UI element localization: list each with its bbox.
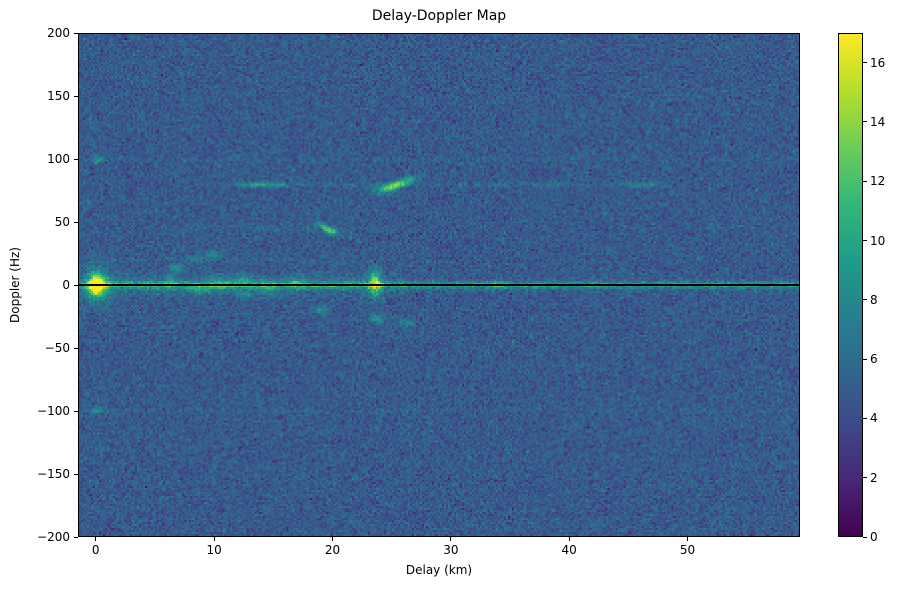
y-axis-label-wrap: Doppler (Hz) xyxy=(0,33,30,537)
y-tick-label: −200 xyxy=(37,530,70,544)
x-tick-label: 50 xyxy=(679,543,696,557)
colorbar-tick-mark xyxy=(863,536,867,538)
y-tick-mark xyxy=(74,158,78,160)
y-axis-label: Doppler (Hz) xyxy=(8,247,22,323)
colorbar-tick-mark xyxy=(863,477,867,479)
y-tick-label: −50 xyxy=(44,341,70,355)
y-tick-mark xyxy=(74,473,78,475)
x-tick-mark xyxy=(95,537,97,541)
colorbar-tick-mark xyxy=(863,417,867,419)
colorbar-tick-label: 6 xyxy=(870,352,878,367)
y-tick-label: 200 xyxy=(47,26,70,40)
y-tick-label: 0 xyxy=(62,278,70,292)
x-tick-mark xyxy=(331,537,333,541)
colorbar-tick-mark xyxy=(863,121,867,123)
x-axis-label: Delay (km) xyxy=(405,563,473,577)
x-tick-mark xyxy=(687,537,689,541)
y-tick-mark xyxy=(74,410,78,412)
colorbar-tick-label: 16 xyxy=(870,55,886,70)
x-tick-label: 20 xyxy=(324,543,341,557)
y-tick-mark xyxy=(74,32,78,34)
x-tick-label: 40 xyxy=(561,543,577,557)
colorbar-tick-label: 8 xyxy=(870,292,878,307)
y-tick-mark xyxy=(74,95,78,97)
x-tick-mark xyxy=(568,537,570,541)
chart-title: Delay-Doppler Map xyxy=(371,8,507,24)
colorbar-tick-mark xyxy=(863,358,867,360)
colorbar-tick-label: 14 xyxy=(870,114,886,129)
colorbar-tick-label: 4 xyxy=(870,411,878,426)
colorbar-tick-label: 0 xyxy=(870,530,878,544)
y-tick-mark xyxy=(74,536,78,538)
y-tick-label: −100 xyxy=(37,404,70,418)
y-tick-mark xyxy=(74,347,78,349)
x-tick-mark xyxy=(450,537,452,541)
x-tick-label: 0 xyxy=(91,543,100,557)
x-tick-label: 30 xyxy=(443,543,459,557)
colorbar-tick-label: 12 xyxy=(870,174,886,189)
plot-area xyxy=(78,33,800,537)
y-tick-label: 100 xyxy=(47,152,70,166)
colorbar-tick-label: 10 xyxy=(870,233,886,248)
y-tick-mark xyxy=(74,221,78,223)
colorbar-tick-mark xyxy=(863,180,867,182)
colorbar-tick-mark xyxy=(863,299,867,301)
x-tick-label: 10 xyxy=(206,543,222,557)
zero-doppler-line xyxy=(79,284,799,286)
y-tick-label: −150 xyxy=(37,467,70,481)
y-tick-label: 50 xyxy=(54,215,70,229)
colorbar-tick-mark xyxy=(863,62,867,64)
y-tick-label: 150 xyxy=(47,89,70,103)
colorbar xyxy=(838,33,863,537)
colorbar-gradient xyxy=(839,34,862,536)
colorbar-tick-mark xyxy=(863,240,867,242)
x-tick-mark xyxy=(213,537,215,541)
y-tick-mark xyxy=(74,284,78,286)
colorbar-tick-label: 2 xyxy=(870,470,878,485)
